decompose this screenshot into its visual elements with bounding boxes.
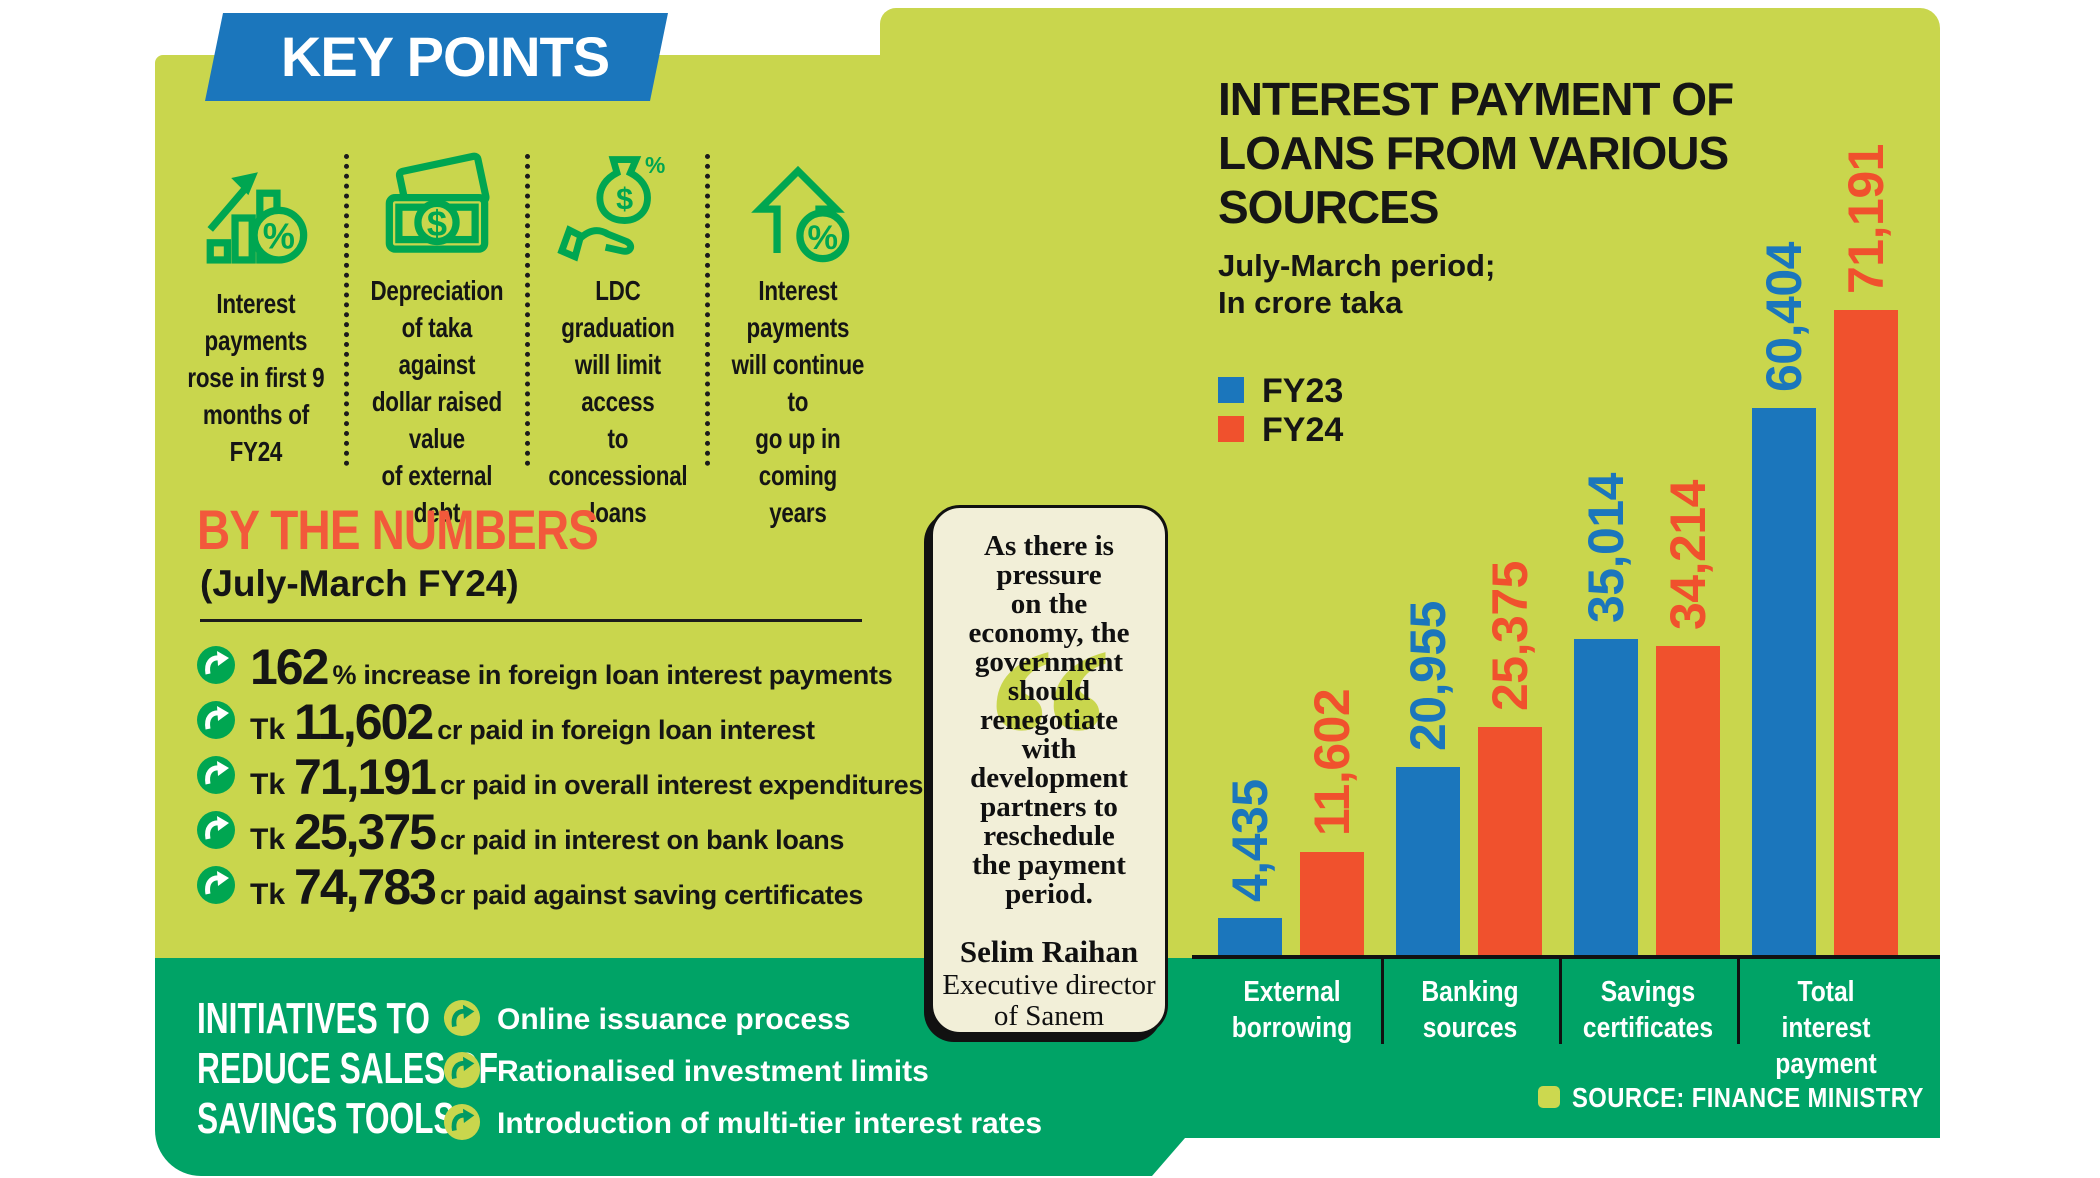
stat-row: Tk 11,602 cr paid in foreign loan intere… xyxy=(196,693,815,750)
svg-text:%: % xyxy=(263,215,295,256)
quote-author: Selim Raihan xyxy=(959,934,1139,969)
bar-value-label: 35,014 xyxy=(1578,473,1634,623)
house-arrow-percent-icon: % xyxy=(737,150,859,272)
stat-value: 71,191 xyxy=(294,749,437,805)
category-label: Savings certificates xyxy=(1582,976,1714,1044)
chart-subtitle: July-March period; In crore taka xyxy=(1218,248,1496,320)
stat-suffix: cr paid in overall interest expenditures xyxy=(439,770,924,800)
key-point-text: LDC graduation will limit access to conc… xyxy=(547,275,687,528)
key-points-banner-label: KEY POINTS xyxy=(280,25,610,88)
stat-value: 74,783 xyxy=(294,859,437,915)
bar-value-label: 60,404 xyxy=(1756,242,1812,392)
initiative-text: Online issuance process xyxy=(497,1003,851,1036)
bar-fy23-0 xyxy=(1218,918,1282,958)
initiative-text: Introduction of multi-tier interest rate… xyxy=(497,1107,1043,1140)
stat-suffix: cr paid in foreign loan interest xyxy=(437,715,815,745)
legend-swatch-fy24 xyxy=(1218,416,1244,442)
axis-tick xyxy=(1737,955,1740,1044)
divider-rule xyxy=(200,619,862,622)
stat-prefix: Tk xyxy=(250,878,286,911)
circle-arrow-icon xyxy=(443,999,481,1042)
legend-label-fy23: FY23 xyxy=(1262,372,1344,410)
category-label: Total interest payment xyxy=(1775,976,1877,1080)
bar-value-label: 11,602 xyxy=(1304,688,1360,836)
key-points-banner: KEY POINTS xyxy=(200,13,668,101)
legend-swatch-fy23 xyxy=(1218,377,1244,403)
bar-value-label: 71,191 xyxy=(1838,144,1894,294)
category-label: Banking sources xyxy=(1421,976,1519,1044)
key-point-text: Depreciation of taka against dollar rais… xyxy=(370,275,504,528)
svg-text:$: $ xyxy=(427,203,447,244)
legend-label-fy24: FY24 xyxy=(1262,411,1344,449)
bar-fy23-2 xyxy=(1574,639,1638,958)
axis-tick xyxy=(1381,955,1384,1044)
category-label: External borrowing xyxy=(1231,976,1353,1044)
initiative-item: Introduction of multi-tier interest rate… xyxy=(443,1103,1043,1146)
stat-value: 11,602 xyxy=(294,694,434,750)
key-point-taka-depreciation: $ Depreciation of taka against dollar ra… xyxy=(349,150,525,528)
bar-fy23-3 xyxy=(1752,408,1816,958)
bar-fy24-1 xyxy=(1478,727,1542,958)
circle-arrow-icon xyxy=(443,1103,481,1146)
source-label: SOURCE: FINANCE MINISTRY xyxy=(1572,1082,1924,1113)
key-point-text: Interest payments rose in first 9 months… xyxy=(187,288,325,467)
by-the-numbers-title: BY THE NUMBERS xyxy=(197,498,599,561)
source-bullet-icon xyxy=(1538,1086,1560,1108)
quote-author-role: Executive director of Sanem xyxy=(942,969,1156,1032)
growth-chart-percent-icon: % xyxy=(195,150,317,285)
bar-value-label: 34,214 xyxy=(1660,480,1716,630)
stat-value: 162 xyxy=(250,639,329,695)
circle-arrow-icon xyxy=(196,645,236,685)
bar-fy24-3 xyxy=(1834,310,1898,958)
circle-arrow-icon xyxy=(196,810,236,850)
quote-mark-icon: “ xyxy=(984,594,1114,882)
bar-value-label: 4,435 xyxy=(1222,779,1278,902)
dotted-divider xyxy=(524,154,530,466)
key-point-payments-up: % Interest payments will continue to go … xyxy=(710,150,886,528)
by-the-numbers-subtitle: (July-March FY24) xyxy=(200,563,519,604)
money-bag-hand-icon: $ % xyxy=(556,150,678,272)
stat-prefix: Tk xyxy=(250,713,286,746)
initiatives-title: INITIATIVES TO REDUCE SALES OF SAVINGS T… xyxy=(197,994,498,1143)
chart-footer-band xyxy=(1185,958,1940,1138)
quote-card: “ As there is pressure on the economy, t… xyxy=(930,505,1168,1035)
circle-arrow-icon xyxy=(196,755,236,795)
bar-fy24-0 xyxy=(1300,852,1364,958)
stat-row: Tk 74,783 cr paid against saving certifi… xyxy=(196,858,864,915)
initiative-item: Rationalised investment limits xyxy=(443,1051,929,1094)
circle-arrow-icon xyxy=(196,865,236,905)
stat-row: Tk 71,191 cr paid in overall interest ex… xyxy=(196,748,924,805)
stat-value: 25,375 xyxy=(294,804,437,860)
stat-row: Tk 25,375 cr paid in interest on bank lo… xyxy=(196,803,845,860)
quote-text: As there is pressure on the economy, the… xyxy=(968,530,1130,910)
svg-text:%: % xyxy=(808,219,839,257)
x-axis-line xyxy=(1192,955,1940,959)
initiative-item: Online issuance process xyxy=(443,999,851,1042)
axis-tick xyxy=(1559,955,1562,1044)
bar-value-label: 25,375 xyxy=(1482,561,1538,711)
initiative-text: Rationalised investment limits xyxy=(497,1055,929,1088)
bar-fy24-2 xyxy=(1656,646,1720,958)
stat-row: 162 % increase in foreign loan interest … xyxy=(196,638,893,695)
stat-prefix: Tk xyxy=(250,768,286,801)
key-points-row: % Interest payments rose in first 9 mont… xyxy=(168,150,886,528)
banknote-icon: $ xyxy=(376,150,498,272)
stat-suffix: cr paid in interest on bank loans xyxy=(439,825,845,855)
stat-suffix: % increase in foreign loan interest paym… xyxy=(332,660,893,690)
circle-arrow-icon xyxy=(196,700,236,740)
stat-suffix: cr paid against saving certificates xyxy=(439,880,864,910)
bar-value-label: 20,955 xyxy=(1400,601,1456,751)
dotted-divider xyxy=(705,154,711,466)
bar-fy23-1 xyxy=(1396,767,1460,958)
circle-arrow-icon xyxy=(443,1051,481,1094)
stat-prefix: Tk xyxy=(250,823,286,856)
svg-text:%: % xyxy=(645,152,665,178)
key-point-interest-rise: % Interest payments rose in first 9 mont… xyxy=(168,150,344,470)
key-point-text: Interest payments will continue to go up… xyxy=(731,275,865,528)
key-point-ldc-graduation: $ % LDC graduation will limit access to … xyxy=(530,150,706,528)
chart-title: INTEREST PAYMENT OF LOANS FROM VARIOUS S… xyxy=(1218,73,1734,233)
dotted-divider xyxy=(343,154,349,466)
svg-text:$: $ xyxy=(617,182,634,216)
